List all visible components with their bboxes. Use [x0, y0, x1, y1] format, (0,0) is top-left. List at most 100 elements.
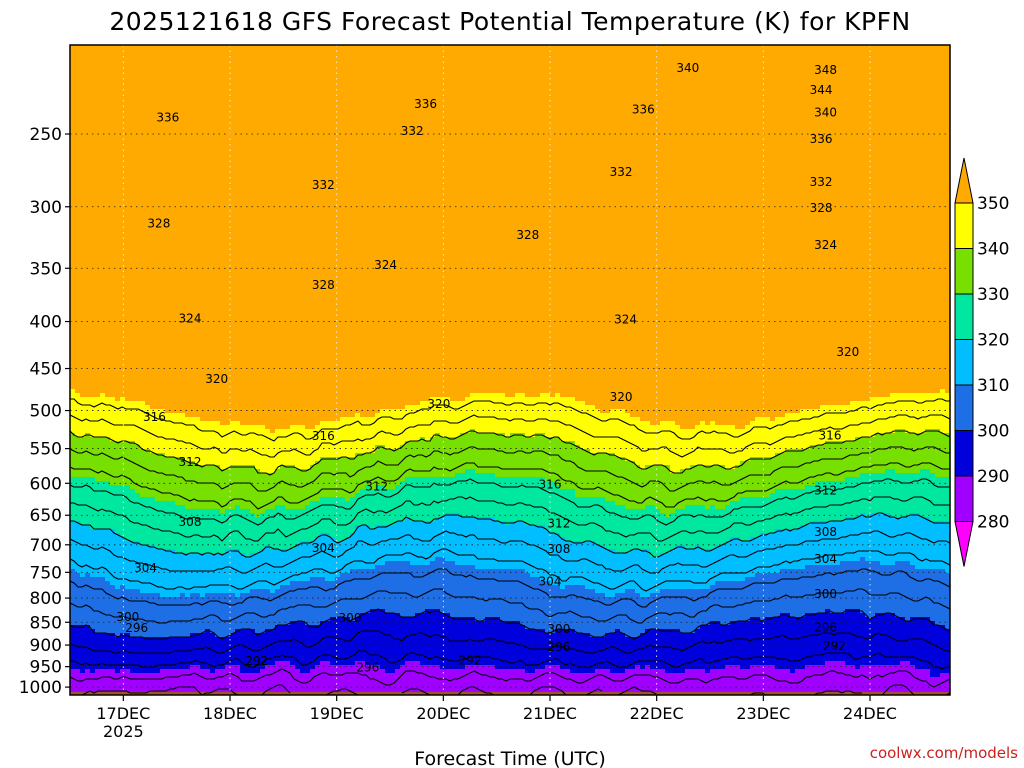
field-cell-3656	[750, 125, 756, 130]
field-cell-2467	[85, 101, 91, 106]
field-cell-2354	[400, 97, 406, 102]
field-cell-4112	[390, 137, 396, 142]
field-cell-501	[815, 53, 821, 58]
field-cell-1399	[905, 73, 911, 78]
field-cell-2348	[370, 97, 376, 102]
field-cell-3250	[480, 117, 486, 122]
field-cell-538	[120, 57, 126, 62]
field-cell-470	[660, 53, 666, 58]
field-cell-1671	[505, 81, 511, 86]
field-cell-3128	[750, 113, 756, 118]
field-cell-342	[900, 49, 906, 54]
field-cell-3014	[180, 113, 186, 118]
field-cell-1659	[445, 81, 451, 86]
field-cell-888	[110, 65, 116, 70]
field-cell-794	[520, 61, 526, 66]
field-cell-3422	[460, 121, 466, 126]
field-cell-4509	[615, 145, 621, 150]
field-cell-2350	[380, 97, 386, 102]
field-cell-3003	[125, 113, 131, 118]
field-cell-1647	[385, 81, 391, 86]
field-cell-4417	[155, 145, 161, 150]
field-cell-2954	[760, 109, 766, 114]
field-cell-1806	[300, 85, 306, 90]
field-cell-3078	[500, 113, 506, 118]
field-cell-2303	[145, 97, 151, 102]
field-cell-483	[725, 53, 731, 58]
field-cell-540	[130, 57, 136, 62]
field-cell-2408	[670, 97, 676, 102]
field-cell-732	[210, 61, 216, 66]
field-cell-1426	[160, 77, 166, 82]
field-cell-820	[650, 61, 656, 66]
field-cell-422	[420, 53, 426, 58]
field-cell-4365	[775, 141, 781, 146]
field-cell-3064	[430, 113, 436, 118]
field-cell-831	[705, 61, 711, 66]
field-cell-709	[95, 61, 101, 66]
field-cell-4533	[735, 145, 741, 150]
field-cell-2503	[265, 101, 271, 106]
field-cell-3046	[340, 113, 346, 118]
field-cell-4758	[100, 153, 106, 158]
field-cell-2001	[395, 89, 401, 94]
field-cell-3429	[495, 121, 501, 126]
field-cell-1592	[110, 81, 116, 86]
field-cell-3007	[145, 113, 151, 118]
field-cell-3123	[725, 113, 731, 118]
field-cell-4458	[360, 145, 366, 150]
field-cell-3747	[325, 129, 331, 134]
field-cell-834	[720, 61, 726, 66]
field-cell-2193	[475, 93, 481, 98]
field-cell-394	[280, 53, 286, 58]
field-cell-2980	[890, 109, 896, 114]
field-cell-2414	[700, 97, 706, 102]
field-cell-1744	[870, 81, 876, 86]
field-cell-3076	[490, 113, 496, 118]
field-cell-2407	[665, 97, 671, 102]
field-cell-2994	[80, 113, 86, 118]
field-cell-446	[540, 53, 546, 58]
field-cell-3195	[205, 117, 211, 122]
field-cell-4334	[620, 141, 626, 146]
field-cell-4329	[595, 141, 601, 146]
field-cell-2824	[110, 109, 116, 114]
field-cell-1114	[360, 69, 366, 74]
field-cell-1802	[280, 85, 286, 90]
field-cell-1643	[365, 81, 371, 86]
field-cell-3420	[450, 121, 456, 126]
field-cell-311	[745, 49, 751, 54]
field-cell-2685	[295, 105, 301, 110]
field-cell-379	[205, 53, 211, 58]
field-cell-730	[200, 61, 206, 66]
field-cell-2019	[485, 89, 491, 94]
field-cell-4928	[70, 157, 76, 162]
field-cell-4680	[590, 149, 596, 154]
field-cell-2521	[355, 101, 361, 106]
field-cell-1920	[870, 85, 876, 90]
field-cell-3636	[650, 125, 656, 130]
field-cell-1113	[355, 69, 361, 74]
field-cell-4884	[730, 153, 736, 158]
field-cell-2517	[335, 101, 341, 106]
field-cell-3149	[855, 113, 861, 118]
field-cell-4479	[465, 145, 471, 150]
field-cell-4935	[105, 157, 111, 162]
field-cell-956	[450, 65, 456, 70]
field-cell-4876	[690, 153, 696, 158]
field-cell-1245	[135, 73, 141, 78]
field-cell-356	[90, 53, 96, 58]
field-cell-4507	[605, 145, 611, 150]
field-cell-3596	[450, 125, 456, 130]
field-cell-1669	[495, 81, 501, 86]
field-cell-4344	[670, 141, 676, 146]
field-cell-1158	[580, 69, 586, 74]
field-cell-4350	[700, 141, 706, 146]
field-cell-3325	[855, 117, 861, 122]
field-cell-4788	[250, 153, 256, 158]
field-cell-4985	[355, 157, 361, 162]
field-cell-3738	[280, 129, 286, 134]
field-cell-4205	[855, 137, 861, 142]
field-cell-4080	[230, 137, 236, 142]
field-cell-4732	[850, 149, 856, 154]
